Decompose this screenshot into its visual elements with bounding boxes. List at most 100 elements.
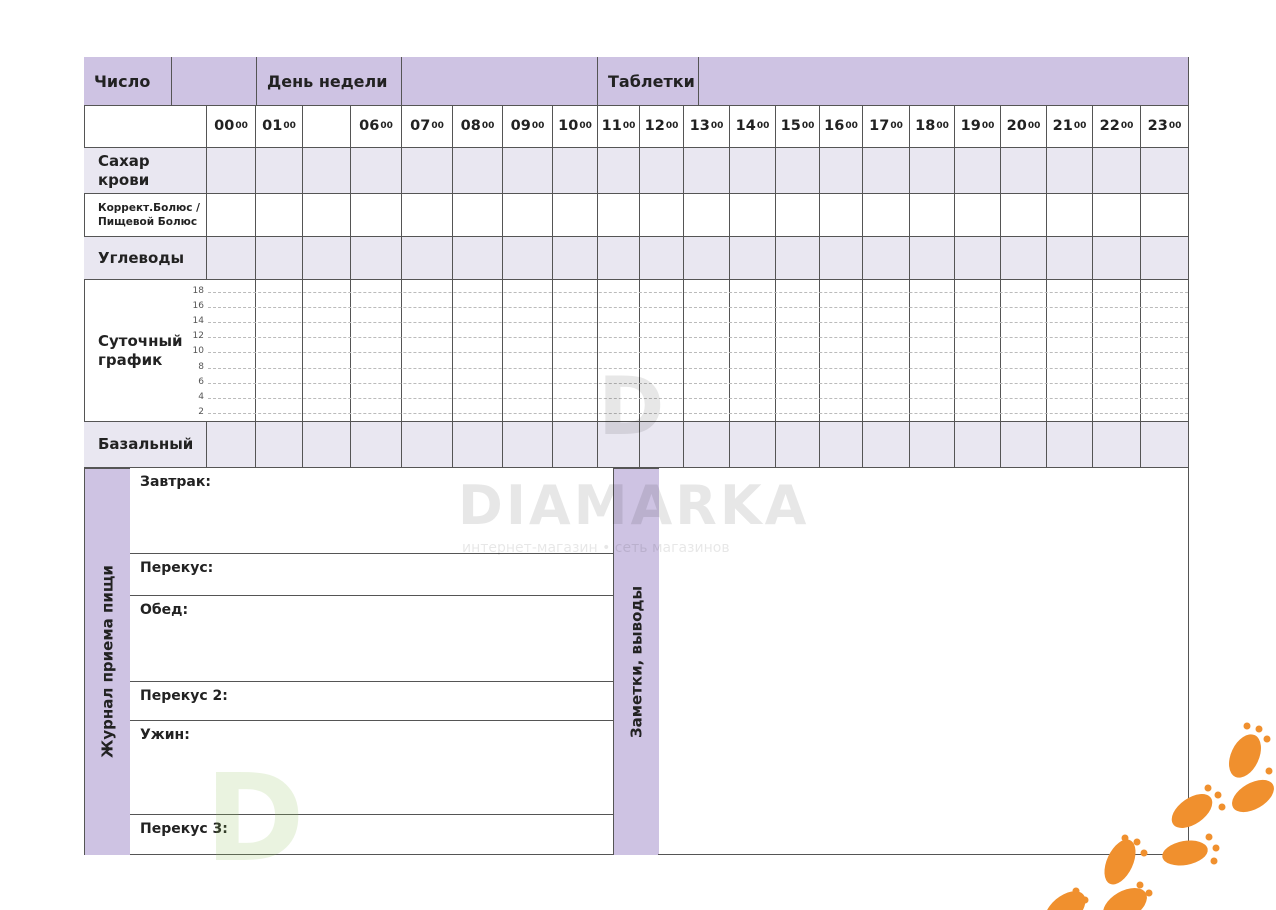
bolus-cell[interactable]	[910, 194, 955, 237]
bolus-cell[interactable]	[553, 194, 598, 237]
daily-chart-cell[interactable]	[351, 280, 402, 422]
bolus-cell[interactable]	[351, 194, 402, 237]
bolus-cell[interactable]	[207, 194, 256, 237]
blood-sugar-cell[interactable]	[1001, 148, 1047, 194]
carbs-cell[interactable]	[1093, 237, 1141, 280]
blood-sugar-cell[interactable]	[402, 148, 453, 194]
bolus-cell[interactable]	[820, 194, 863, 237]
carbs-cell[interactable]	[503, 237, 553, 280]
carbs-cell[interactable]	[1001, 237, 1047, 280]
daily-chart-cell[interactable]	[598, 280, 640, 422]
bolus-cell[interactable]	[256, 194, 303, 237]
daily-chart-cell[interactable]	[776, 280, 820, 422]
basal-cell[interactable]	[1093, 422, 1141, 468]
blood-sugar-cell[interactable]	[684, 148, 730, 194]
carbs-cell[interactable]	[402, 237, 453, 280]
blood-sugar-cell[interactable]	[730, 148, 776, 194]
daily-chart-cell[interactable]	[820, 280, 863, 422]
daily-chart-cell[interactable]	[453, 280, 503, 422]
bolus-cell[interactable]	[1093, 194, 1141, 237]
meal-entry[interactable]: Перекус 3:	[130, 815, 614, 855]
daily-chart-cell[interactable]	[684, 280, 730, 422]
date-field[interactable]	[172, 57, 257, 106]
pills-field[interactable]	[699, 57, 1189, 106]
blood-sugar-cell[interactable]	[955, 148, 1001, 194]
bolus-cell[interactable]	[776, 194, 820, 237]
blood-sugar-cell[interactable]	[820, 148, 863, 194]
basal-cell[interactable]	[863, 422, 910, 468]
meal-entry[interactable]: Перекус 2:	[130, 682, 614, 721]
basal-cell[interactable]	[776, 422, 820, 468]
daily-chart-cell[interactable]	[1001, 280, 1047, 422]
bolus-cell[interactable]	[402, 194, 453, 237]
carbs-cell[interactable]	[1047, 237, 1093, 280]
carbs-cell[interactable]	[303, 237, 351, 280]
basal-cell[interactable]	[910, 422, 955, 468]
daily-chart-cell[interactable]	[863, 280, 910, 422]
daily-chart-cell[interactable]	[1047, 280, 1093, 422]
bolus-cell[interactable]	[598, 194, 640, 237]
notes-area[interactable]	[658, 468, 1189, 855]
carbs-cell[interactable]	[1141, 237, 1189, 280]
blood-sugar-cell[interactable]	[351, 148, 402, 194]
bolus-cell[interactable]	[303, 194, 351, 237]
bolus-cell[interactable]	[1001, 194, 1047, 237]
blood-sugar-cell[interactable]	[1047, 148, 1093, 194]
blood-sugar-cell[interactable]	[863, 148, 910, 194]
carbs-cell[interactable]	[863, 237, 910, 280]
meal-entry[interactable]: Обед:	[130, 596, 614, 682]
daily-chart-cell[interactable]	[910, 280, 955, 422]
blood-sugar-cell[interactable]	[303, 148, 351, 194]
carbs-cell[interactable]	[955, 237, 1001, 280]
basal-cell[interactable]	[730, 422, 776, 468]
bolus-cell[interactable]	[684, 194, 730, 237]
basal-cell[interactable]	[955, 422, 1001, 468]
carbs-cell[interactable]	[910, 237, 955, 280]
basal-cell[interactable]	[553, 422, 598, 468]
weekday-field[interactable]	[402, 57, 598, 106]
daily-chart-cell[interactable]	[303, 280, 351, 422]
blood-sugar-cell[interactable]	[1093, 148, 1141, 194]
carbs-cell[interactable]	[553, 237, 598, 280]
basal-cell[interactable]	[1141, 422, 1189, 468]
blood-sugar-cell[interactable]	[640, 148, 684, 194]
bolus-cell[interactable]	[453, 194, 503, 237]
bolus-cell[interactable]	[1047, 194, 1093, 237]
daily-chart-cell[interactable]	[955, 280, 1001, 422]
basal-cell[interactable]	[640, 422, 684, 468]
blood-sugar-cell[interactable]	[207, 148, 256, 194]
daily-chart-cell[interactable]	[503, 280, 553, 422]
blood-sugar-cell[interactable]	[256, 148, 303, 194]
daily-chart-cell[interactable]	[1141, 280, 1189, 422]
carbs-cell[interactable]	[820, 237, 863, 280]
blood-sugar-cell[interactable]	[776, 148, 820, 194]
carbs-cell[interactable]	[207, 237, 256, 280]
bolus-cell[interactable]	[730, 194, 776, 237]
blood-sugar-cell[interactable]	[553, 148, 598, 194]
carbs-cell[interactable]	[776, 237, 820, 280]
daily-chart-cell[interactable]	[207, 280, 256, 422]
basal-cell[interactable]	[598, 422, 640, 468]
bolus-cell[interactable]	[1141, 194, 1189, 237]
daily-chart-cell[interactable]	[402, 280, 453, 422]
basal-cell[interactable]	[453, 422, 503, 468]
basal-cell[interactable]	[402, 422, 453, 468]
basal-cell[interactable]	[351, 422, 402, 468]
carbs-cell[interactable]	[256, 237, 303, 280]
basal-cell[interactable]	[207, 422, 256, 468]
daily-chart-cell[interactable]	[730, 280, 776, 422]
basal-cell[interactable]	[820, 422, 863, 468]
carbs-cell[interactable]	[684, 237, 730, 280]
carbs-cell[interactable]	[453, 237, 503, 280]
meal-entry[interactable]: Завтрак:	[130, 468, 614, 554]
blood-sugar-cell[interactable]	[910, 148, 955, 194]
meal-entry[interactable]: Перекус:	[130, 554, 614, 596]
meal-entry[interactable]: Ужин:	[130, 721, 614, 815]
bolus-cell[interactable]	[863, 194, 910, 237]
blood-sugar-cell[interactable]	[1141, 148, 1189, 194]
basal-cell[interactable]	[503, 422, 553, 468]
basal-cell[interactable]	[1001, 422, 1047, 468]
basal-cell[interactable]	[1047, 422, 1093, 468]
blood-sugar-cell[interactable]	[503, 148, 553, 194]
daily-chart-cell[interactable]	[1093, 280, 1141, 422]
